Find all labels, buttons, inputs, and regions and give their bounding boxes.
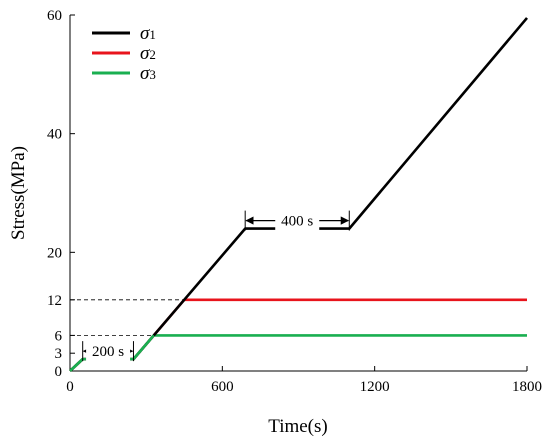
legend-item: σ1 xyxy=(92,23,156,44)
y-tick-label: 0 xyxy=(55,364,63,380)
y-tick-label: 6 xyxy=(55,328,63,344)
axes xyxy=(69,15,527,372)
y-axis-title: Stress(MPa) xyxy=(8,146,29,240)
y-tick-label: 12 xyxy=(47,293,62,309)
x-ticks: 0 600 1200 1800 xyxy=(66,366,542,395)
reference-lines xyxy=(70,299,185,336)
x-tick-label: 600 xyxy=(211,379,234,395)
legend-label: σ1 xyxy=(140,23,156,44)
series-line-sigma-1 xyxy=(69,17,528,372)
legend-item: σ2 xyxy=(92,43,156,64)
duration-annotations: 200 s 400 s xyxy=(82,210,350,362)
legend-item: σ3 xyxy=(92,63,156,84)
x-tick-label: 0 xyxy=(66,379,74,395)
annotation-label-bg xyxy=(86,341,131,362)
x-tick-label: 1800 xyxy=(512,379,542,395)
legend-label: σ2 xyxy=(140,43,156,64)
series-lines xyxy=(69,17,528,372)
legend-label: σ3 xyxy=(140,63,156,84)
y-tick-label: 20 xyxy=(47,245,62,261)
annotation-label: 400 s xyxy=(281,214,313,230)
x-axis-title: Time(s) xyxy=(268,416,327,437)
y-tick-label: 3 xyxy=(55,346,63,362)
annotation-label: 200 s xyxy=(92,344,124,360)
duration-annotation: 400 s xyxy=(244,210,350,231)
y-tick-label: 60 xyxy=(47,8,62,24)
y-tick-label: 40 xyxy=(47,127,62,143)
duration-annotation: 200 s xyxy=(82,341,134,362)
y-ticks: 0 3 6 12 20 40 60 xyxy=(47,8,75,380)
annotation-label-bg xyxy=(275,210,320,231)
x-tick-label: 1200 xyxy=(360,379,390,395)
